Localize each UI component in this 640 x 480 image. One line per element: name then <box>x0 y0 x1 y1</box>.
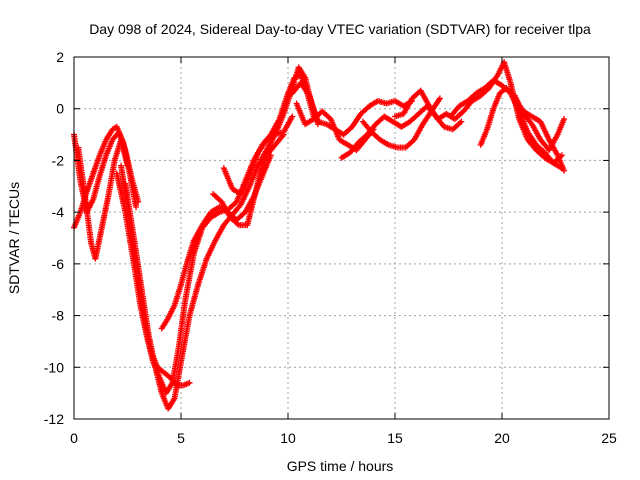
x-axis-title: GPS time / hours <box>287 458 394 474</box>
y-tick-label: -12 <box>44 411 64 427</box>
data-point <box>458 118 465 125</box>
series-arc-4 <box>113 72 317 397</box>
y-tick-label: -4 <box>52 204 65 220</box>
data-point <box>124 162 131 169</box>
y-tick-label: -8 <box>52 308 65 324</box>
y-tick-label: -10 <box>44 359 64 375</box>
data-point <box>186 379 193 386</box>
data-point <box>133 203 140 210</box>
y-axis-title: SDTVAR / TECUs <box>6 182 22 294</box>
data-point <box>436 95 443 102</box>
series-arc-6 <box>122 64 321 412</box>
x-tick-label: 10 <box>280 430 296 446</box>
x-tick-label: 25 <box>601 430 617 446</box>
data-points <box>71 59 568 412</box>
axis-ticks: 0 5 10 15 20 25 -12 -10 -8 -6 -4 -2 0 2 <box>44 49 617 446</box>
series-arc-9 <box>220 113 296 198</box>
data-point <box>561 167 568 174</box>
y-tick-label: 2 <box>56 49 64 65</box>
data-point <box>561 116 568 123</box>
data-point <box>289 113 296 120</box>
series-arc-3 <box>75 136 131 262</box>
series-arc-17 <box>511 95 568 174</box>
x-tick-label: 0 <box>70 430 78 446</box>
x-tick-label: 15 <box>387 430 403 446</box>
y-tick-label: -2 <box>52 152 65 168</box>
y-tick-label: -6 <box>52 256 65 272</box>
x-tick-label: 20 <box>494 430 510 446</box>
plot-frame <box>73 56 610 420</box>
y-tick-label: 0 <box>56 101 64 117</box>
series-arc-13 <box>359 95 443 151</box>
series-arc-16 <box>477 85 568 154</box>
x-tick-label: 5 <box>177 430 185 446</box>
chart-title: Day 098 of 2024, Sidereal Day-to-day VTE… <box>89 21 591 37</box>
series-arc-8 <box>210 131 287 229</box>
